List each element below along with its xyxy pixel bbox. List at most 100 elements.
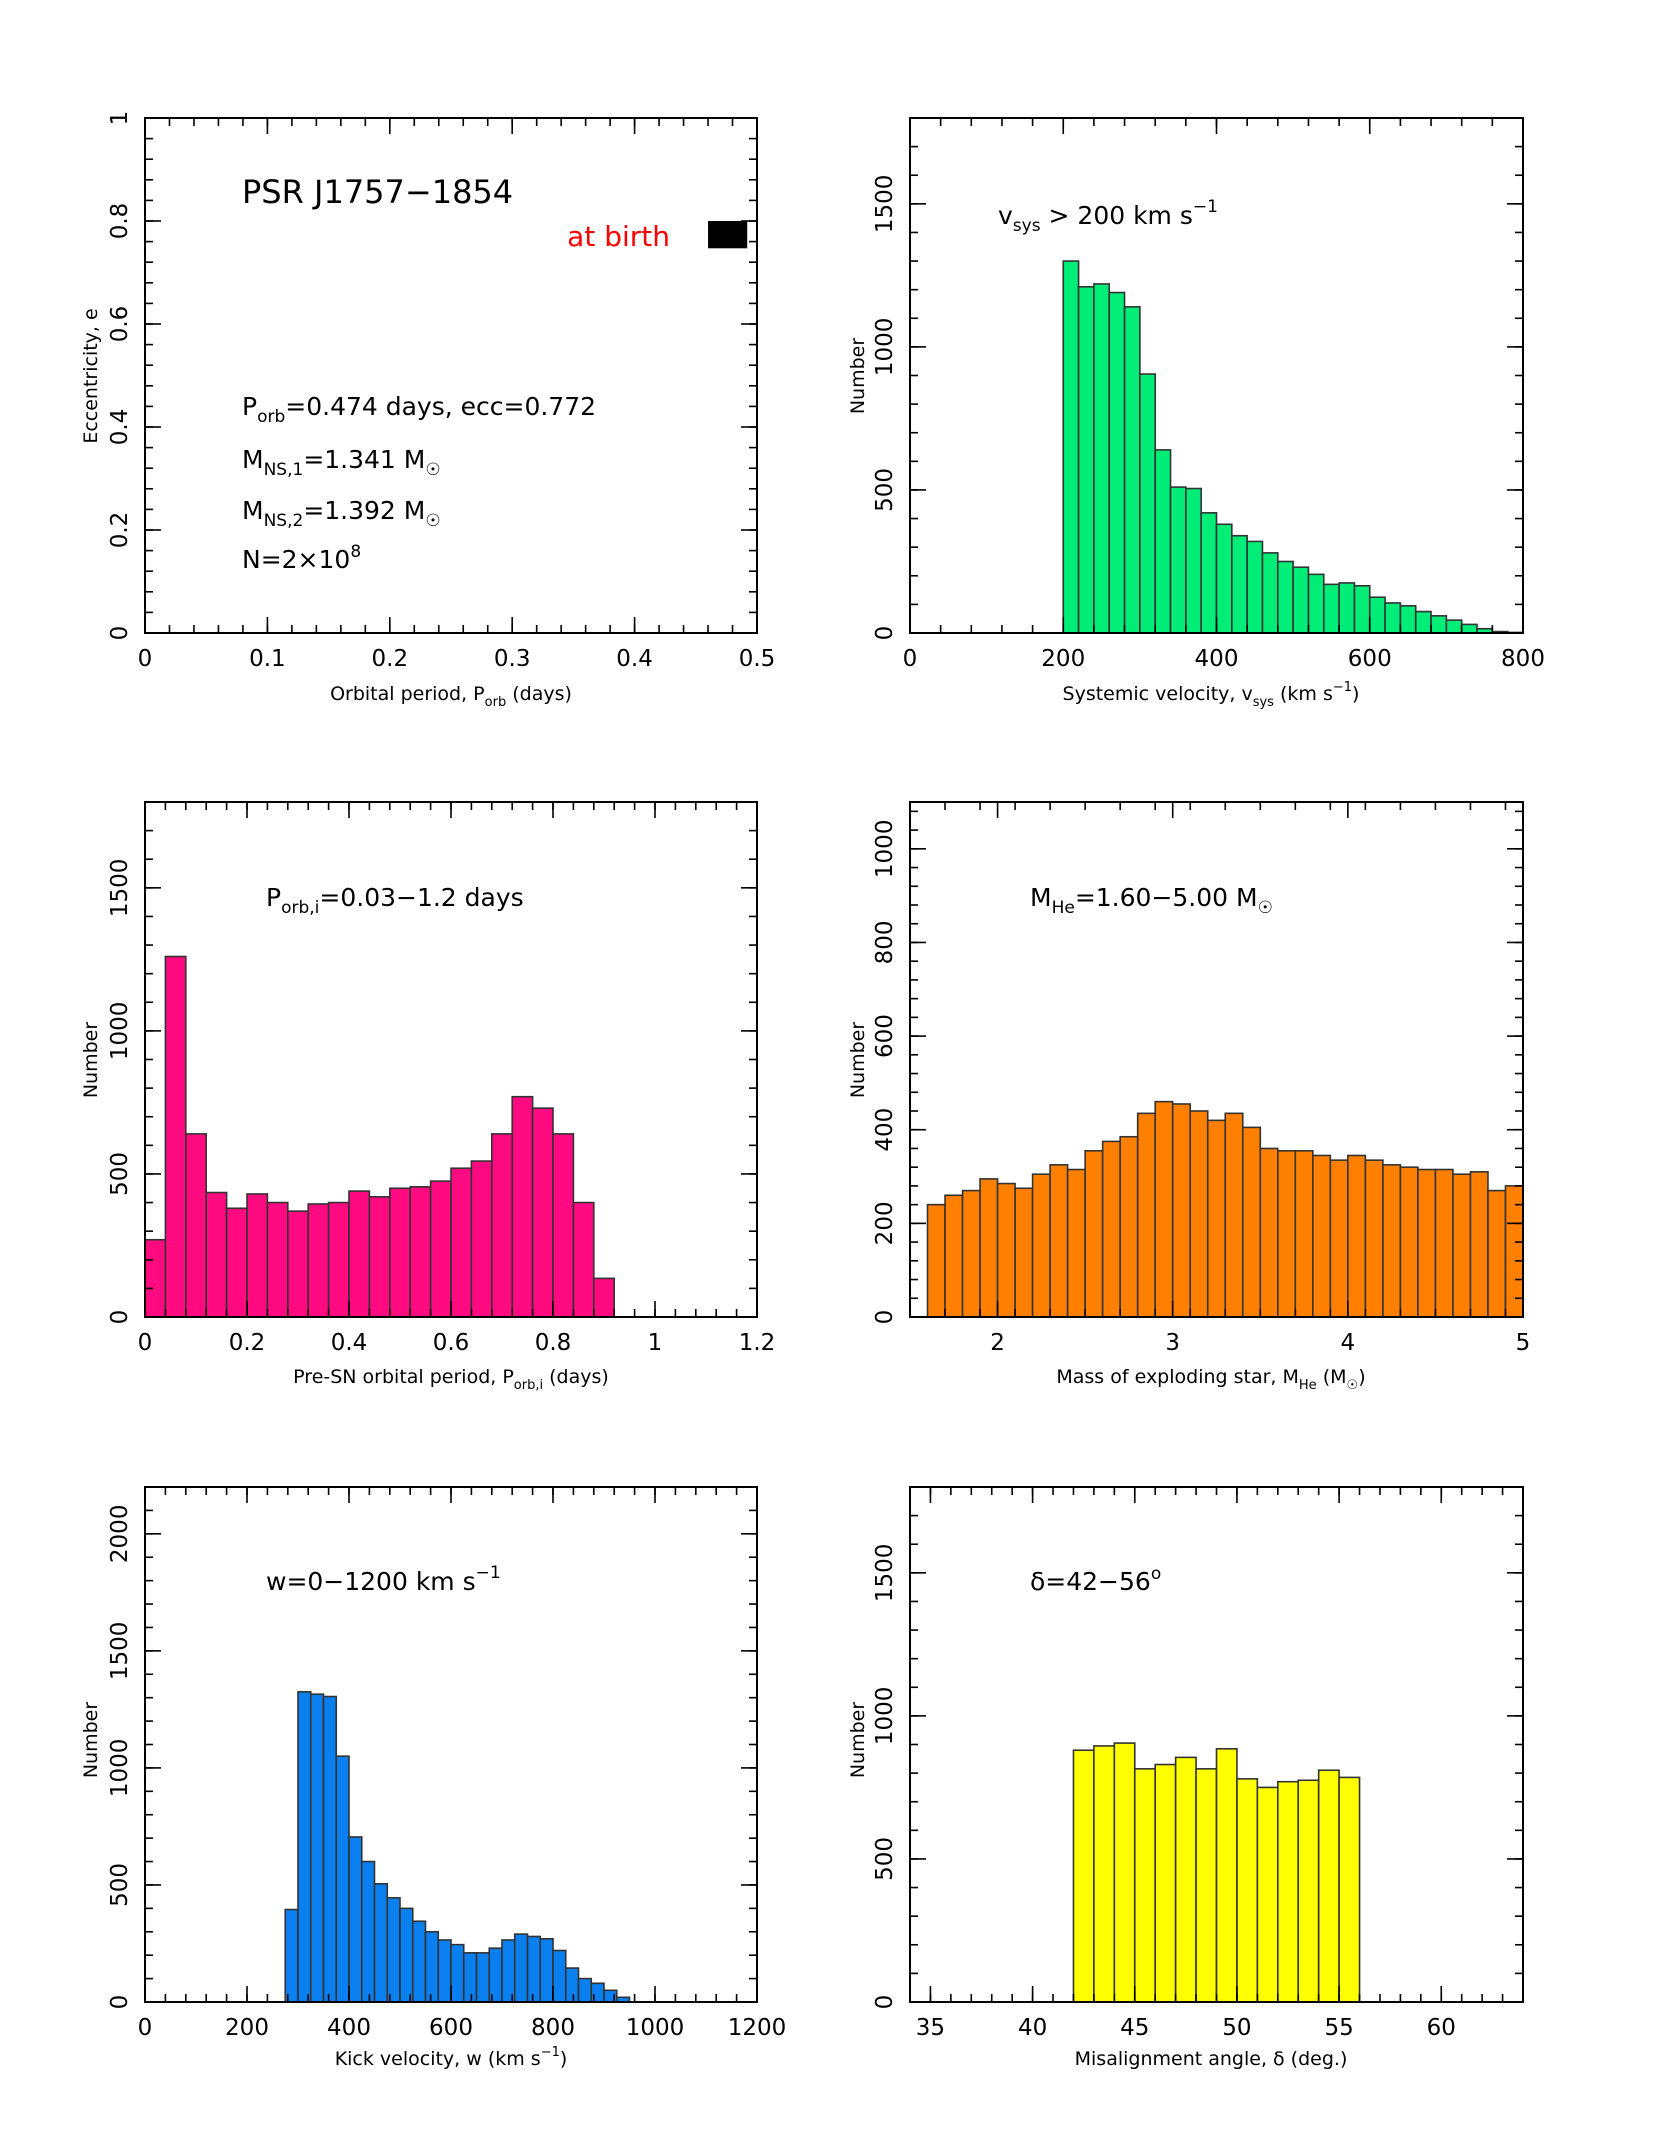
p3-bar	[429, 1180, 452, 1318]
p2-bar	[1108, 291, 1126, 634]
p5-xtick-label: 0	[138, 2015, 153, 2041]
p5-ytick-label: 1500	[107, 1622, 133, 1681]
p3-bar	[246, 1193, 269, 1318]
p2-bar	[1414, 610, 1432, 634]
p3-bar	[348, 1190, 371, 1318]
p4-annotation: MHe=1.60−5.00 M☉	[1030, 883, 1273, 918]
p5-ylabel: Number	[80, 1702, 102, 1779]
p2-bar	[1123, 306, 1141, 634]
p2-xlabel: Systemic velocity, vsys (km s−1)	[1063, 680, 1360, 710]
p4-bar	[1434, 1168, 1454, 1318]
p6-bar	[1113, 1742, 1136, 2003]
p3-bar	[409, 1186, 432, 1318]
p4-xtick-label: 2	[990, 1330, 1005, 1356]
p4-bar	[1031, 1173, 1051, 1318]
p2-bar	[1338, 582, 1356, 634]
panel-misalignment-angle: 35 40 45 50 55 60 0 500 1000 1500	[872, 1486, 1524, 2041]
p5-xtick-label: 1200	[728, 2015, 787, 2041]
p2-xtick-label: 800	[1501, 646, 1545, 672]
p4-bar	[1084, 1149, 1104, 1318]
p5-bar	[501, 1939, 516, 2003]
p4-bar	[1469, 1171, 1489, 1318]
p5-ytick-label: 0	[107, 1995, 133, 2010]
p4-bar	[996, 1182, 1016, 1318]
p1-xtick-label: 0.4	[616, 646, 653, 672]
p3-annotation: Porb,i=0.03−1.2 days	[266, 883, 524, 918]
p6-bar	[1072, 1749, 1095, 2003]
p5-bar	[475, 1952, 491, 2003]
p2-bar	[1460, 623, 1478, 634]
p3-xtick-label: 0	[138, 1330, 153, 1356]
p2-bar	[1399, 605, 1417, 634]
p2-bar	[1430, 615, 1448, 634]
p2-bar	[1353, 584, 1371, 634]
p3-xtick-label: 0.8	[535, 1330, 572, 1356]
p2-bar	[1292, 566, 1310, 634]
p5-xtick-label: 600	[429, 2015, 473, 2041]
p4-bar	[1487, 1189, 1507, 1318]
p6-bar	[1174, 1756, 1197, 2003]
p4-frame	[909, 801, 1524, 1318]
p5-bar	[335, 1755, 350, 2003]
p4-bar	[1399, 1166, 1419, 1318]
p3-bar	[388, 1187, 411, 1318]
p4-bar	[1136, 1112, 1156, 1318]
p2-ytick-label: 0	[872, 626, 898, 641]
p3-bar	[572, 1201, 595, 1318]
p4-bar	[1294, 1149, 1314, 1318]
p3-ytick-label: 1500	[107, 859, 133, 918]
p4-bar	[1154, 1100, 1174, 1318]
panel-kick-velocity: 0 200 400 600 800 1000 1200 0 500 1000 1500 2000	[107, 1486, 787, 2041]
p4-bar	[1241, 1126, 1262, 1318]
p2-xtick-label: 600	[1348, 646, 1392, 672]
p3-bar	[327, 1201, 350, 1318]
p6-bar	[1317, 1769, 1340, 2003]
p4-ylabel: Number	[847, 1022, 869, 1099]
p2-ytick-label: 1500	[872, 175, 898, 234]
p3-bar	[185, 1133, 208, 1318]
p5-bar	[488, 1947, 503, 2003]
p5-annotation: w=0−1200 km s−1	[266, 1563, 501, 1596]
p1-ytick-label: 1	[107, 111, 133, 126]
p5-xtick-label: 200	[225, 2015, 269, 2041]
p3-bar	[286, 1210, 309, 1318]
p5-bar	[373, 1882, 389, 2003]
p4-bar	[1224, 1112, 1244, 1318]
p5-bar	[450, 1943, 465, 2003]
p4-bar	[1382, 1164, 1402, 1318]
p6-ytick-label: 500	[872, 1837, 898, 1881]
p2-bar	[1154, 449, 1172, 634]
p4-bar	[1049, 1164, 1069, 1318]
p3-bar	[307, 1203, 330, 1318]
p6-bar	[1215, 1747, 1238, 2003]
p3-bar	[225, 1207, 248, 1318]
p2-bar	[1261, 552, 1279, 634]
p2-bar	[1322, 583, 1340, 634]
p4-bar	[1312, 1154, 1332, 1318]
p2-bar	[1215, 523, 1233, 634]
p3-bar	[164, 955, 187, 1318]
p3-bar	[205, 1191, 228, 1318]
p5-bar	[348, 1836, 363, 2003]
p5-bar	[539, 1937, 554, 2003]
p4-bar	[1171, 1103, 1192, 1318]
p4-xtick-label: 4	[1341, 1330, 1356, 1356]
p1-xtick-label: 0	[138, 646, 153, 672]
p6-ytick-label: 1500	[872, 1544, 898, 1603]
p2-ytick-label: 1000	[872, 318, 898, 377]
p1-xtick-label: 0.3	[494, 646, 531, 672]
p4-bar	[1101, 1140, 1121, 1318]
p2-ylabel: Number	[847, 338, 869, 415]
p4-bar	[926, 1203, 946, 1318]
p6-xtick-label: 40	[1018, 2015, 1047, 2041]
p1-ytick-label: 0	[107, 626, 133, 641]
p2-bar	[1368, 596, 1386, 634]
p5-ytick-label: 1000	[107, 1739, 133, 1798]
p2-bar	[1185, 487, 1202, 634]
p3-bar	[592, 1277, 615, 1318]
p2-bar	[1093, 283, 1111, 634]
p2-bar	[1231, 534, 1248, 634]
p5-bar	[411, 1920, 427, 2003]
p3-bar	[470, 1160, 493, 1318]
p1-info-mns1: MNS,1=1.341 M☉	[242, 445, 441, 480]
